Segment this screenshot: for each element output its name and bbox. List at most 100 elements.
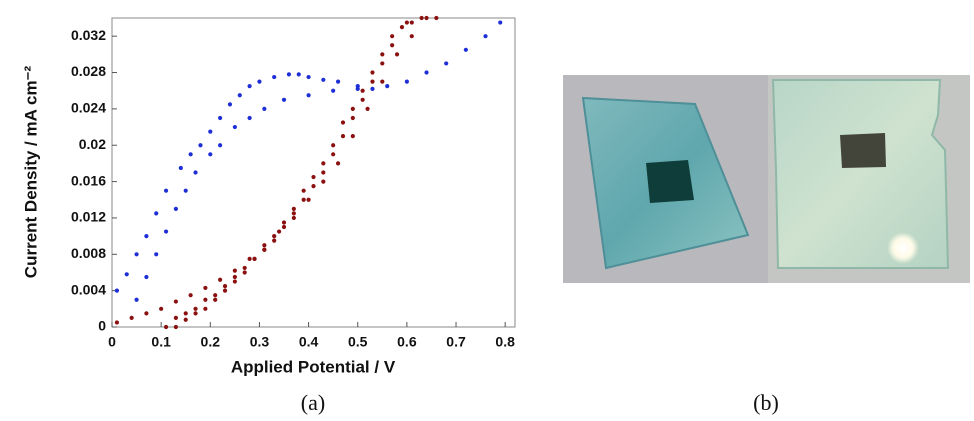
data-point [434,15,439,21]
x-tick-label: 0.6 [397,334,417,350]
photo [563,75,970,283]
data-point [409,34,414,39]
data-point [173,299,178,304]
data-point [390,34,395,39]
data-point [380,61,385,66]
data-point [232,279,237,284]
data-point [218,277,223,282]
data-point [306,93,311,98]
data-point [311,184,316,189]
data-point [237,93,242,98]
x-tick-label: 0.3 [250,334,270,350]
data-point [183,311,188,316]
data-point [463,47,468,52]
data-point [321,77,326,82]
sample-film [646,160,694,203]
data-point [331,152,336,157]
data-point [483,34,488,39]
data-point [203,306,208,311]
data-point [321,161,326,166]
data-point [281,220,287,225]
data-point [134,297,139,302]
data-point [188,152,193,157]
data-point [281,224,287,230]
x-tick-label: 0.5 [348,334,368,350]
data-point [340,134,346,139]
data-point [360,97,365,102]
data-point [198,143,203,148]
y-axis-label: Current Density / mA cm⁻² [21,65,40,278]
data-point [183,317,188,322]
data-point [404,20,409,25]
data-point [365,106,370,111]
data-point [272,74,277,80]
data-point [321,170,326,175]
data-point [409,20,414,25]
y-tick-label: 0.028 [71,63,106,79]
y-tick-label: 0.016 [71,172,106,188]
data-point [208,152,213,157]
data-point [301,188,306,193]
data-point [188,293,193,298]
data-point [380,52,385,57]
data-point [281,97,287,102]
data-point [154,252,159,257]
data-point [424,15,429,21]
data-point [350,134,355,139]
data-point [380,79,385,84]
plot-frame [111,17,516,328]
data-point [144,311,149,316]
data-point [203,297,208,302]
data-point [306,74,311,80]
data-point [399,24,405,30]
data-point [222,288,228,293]
sample-glass [771,79,950,269]
y-tick-label: 0.024 [71,100,106,116]
data-point [291,215,296,221]
data-point [370,86,375,91]
data-point [124,272,129,277]
x-axis-label: Applied Potential / V [231,357,396,376]
data-point [360,88,365,93]
panel-caption: (b) [753,390,779,415]
y-tick-label: 0.032 [71,27,106,43]
y-tick-label: 0.02 [79,136,106,152]
sample-film [840,133,886,168]
x-tick-label: 0.1 [151,334,171,350]
data-point [218,115,223,121]
data-point [232,274,237,280]
data-point [193,170,198,175]
data-point [232,268,237,273]
data-point [114,288,120,293]
data-point [291,211,296,216]
data-point [173,206,178,211]
data-point [222,284,228,289]
data-point [306,197,311,202]
data-point [213,293,218,298]
data-point [272,234,277,239]
x-tick-label: 0.2 [201,334,221,350]
data-point [203,285,208,291]
data-point [301,197,306,202]
data-point [321,179,326,184]
data-point [335,79,341,84]
data-point [227,102,233,107]
data-point [242,265,247,271]
data-point [394,52,400,57]
data-point [114,320,120,325]
data-point [154,211,159,216]
data-point [252,256,257,261]
data-point [247,115,252,121]
data-point [163,324,169,330]
data-point [390,43,395,48]
data-point [276,229,282,234]
data-point [286,72,292,77]
data-point [208,129,213,134]
data-point [173,315,178,321]
data-point [173,324,178,330]
data-point [291,206,296,211]
data-point [257,79,262,84]
data-point [159,306,164,311]
data-point [272,238,277,243]
